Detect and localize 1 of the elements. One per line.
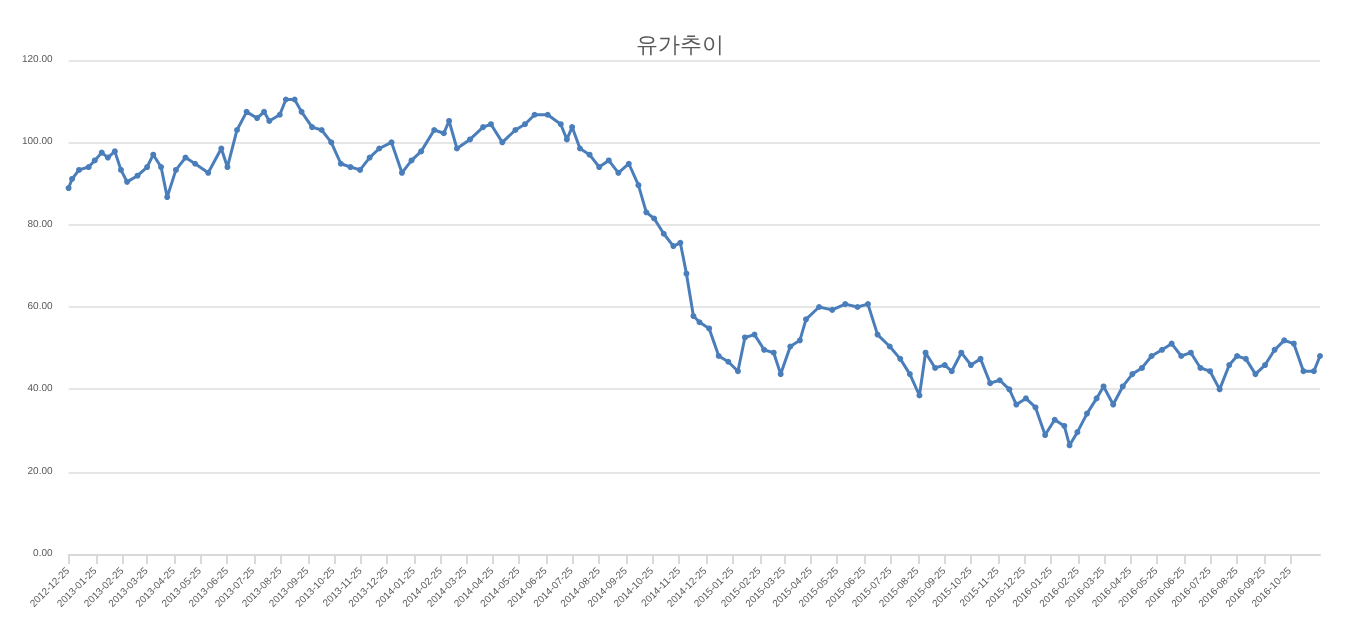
chart-title: 유가추이 bbox=[636, 32, 724, 58]
